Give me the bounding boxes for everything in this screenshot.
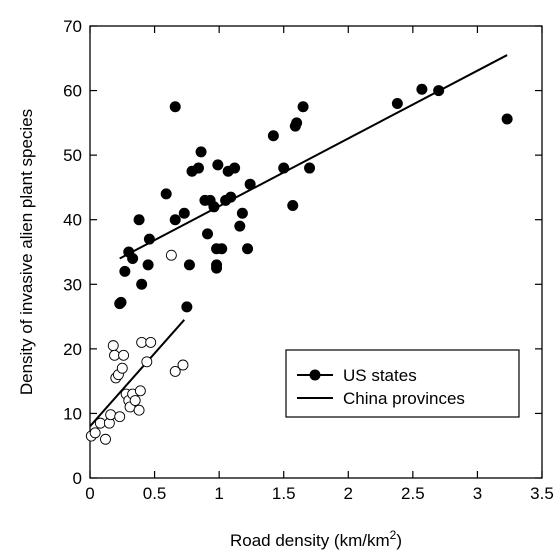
point-china-provinces: [109, 349, 120, 361]
point-us-states: [169, 214, 181, 226]
point-china-provinces: [94, 417, 106, 429]
y-tick-label: 10: [63, 404, 82, 423]
point-china-provinces: [136, 336, 148, 348]
point-us-states: [127, 252, 139, 264]
point-us-states: [501, 113, 513, 125]
y-axis-title: Density of invasive alien plant species: [17, 109, 36, 395]
x-tick-label: 1.5: [272, 484, 296, 503]
y-tick-label: 0: [73, 469, 82, 488]
point-us-states: [234, 220, 246, 232]
point-us-states: [178, 207, 190, 219]
point-china-provinces: [100, 433, 111, 445]
axis-ticks: [89, 25, 543, 479]
point-us-states: [169, 101, 181, 113]
point-us-states: [216, 243, 228, 255]
point-us-states: [391, 97, 403, 109]
point-china-provinces: [165, 249, 177, 261]
point-us-states: [267, 130, 279, 142]
legend-box: [285, 349, 520, 418]
point-us-states: [433, 85, 445, 97]
point-us-states: [278, 162, 290, 174]
point-china-provinces: [116, 362, 128, 374]
axis-tick-labels: 0 0.5 1 1.5 2 2.5 3 3.5 0 10 20 30 40 50 60 70: [63, 17, 554, 503]
point-us-states: [236, 207, 248, 219]
point-us-states: [202, 228, 214, 240]
point-china-provinces: [114, 411, 126, 423]
x-axis-title-sup: 2: [390, 528, 397, 542]
legend-marker-us-states: [309, 369, 321, 381]
fit-line-china-provinces: [89, 319, 186, 428]
point-china-provinces: [133, 404, 145, 416]
point-us-states: [416, 83, 428, 95]
y-tick-label: 30: [63, 275, 82, 294]
point-us-states: [211, 259, 223, 271]
point-us-states: [115, 296, 127, 308]
point-us-states: [192, 162, 204, 174]
point-us-states: [242, 243, 254, 255]
y-tick-label: 20: [63, 340, 82, 359]
x-axis-title-tail: ): [396, 531, 402, 550]
point-us-states: [160, 188, 172, 200]
point-us-states: [229, 162, 241, 174]
point-china-provinces: [141, 356, 153, 368]
point-us-states: [208, 201, 220, 213]
x-axis-title: Road density (km/km2): [230, 528, 402, 550]
point-us-states: [297, 101, 309, 113]
point-us-states: [287, 200, 299, 212]
point-china-provinces: [118, 349, 130, 361]
point-us-states: [133, 214, 145, 226]
point-us-states: [291, 117, 303, 129]
x-tick-label: 2: [344, 484, 353, 503]
x-axis-title-base: Road density (km/km: [230, 531, 390, 550]
data-points: [85, 83, 513, 445]
x-tick-label: 3.5: [530, 484, 554, 503]
point-us-states: [181, 301, 193, 313]
x-tick-label: 1: [214, 484, 223, 503]
fit-line-us-states: [119, 54, 508, 260]
point-us-states: [244, 178, 256, 190]
legend-label-china-provinces: China provinces: [343, 389, 465, 408]
point-china-provinces: [105, 409, 117, 421]
x-tick-label: 3: [473, 484, 482, 503]
point-china-provinces: [107, 340, 119, 352]
legend-label-us-states: US states: [343, 366, 417, 385]
point-us-states: [225, 191, 237, 203]
point-us-states: [304, 162, 316, 174]
point-us-states: [183, 259, 195, 271]
x-tick-label: 0: [85, 484, 94, 503]
plot-frame: [89, 25, 543, 479]
point-china-provinces: [169, 366, 181, 377]
y-tick-label: 40: [63, 211, 82, 230]
y-tick-label: 70: [63, 17, 82, 36]
point-us-states: [212, 159, 224, 171]
point-china-provinces: [134, 385, 146, 397]
point-china-provinces: [145, 336, 157, 348]
point-china-provinces: [129, 395, 141, 406]
point-us-states: [136, 278, 148, 290]
point-china-provinces: [177, 359, 189, 371]
point-us-states: [143, 233, 155, 245]
point-china-provinces: [89, 427, 101, 439]
point-us-states: [119, 265, 131, 277]
y-tick-label: 60: [63, 82, 82, 101]
x-tick-label: 2.5: [401, 484, 425, 503]
x-tick-label: 0.5: [143, 484, 167, 503]
point-us-states: [142, 259, 154, 271]
legend: US states China provinces: [285, 349, 520, 418]
point-us-states: [195, 146, 207, 158]
y-tick-label: 50: [63, 146, 82, 165]
